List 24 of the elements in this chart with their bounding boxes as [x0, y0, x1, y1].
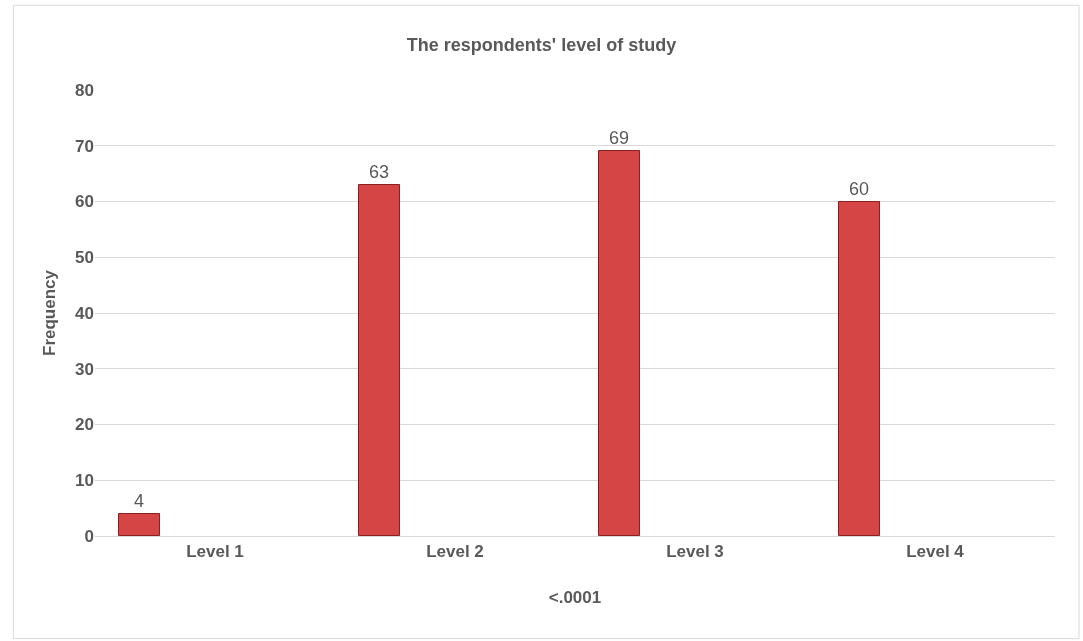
- y-tick-label: 80: [75, 80, 94, 100]
- x-tick-label: Level 3: [666, 542, 724, 562]
- bar: [118, 513, 160, 536]
- y-tick-label: 60: [75, 192, 94, 212]
- chart-title: The respondents' level of study: [406, 35, 677, 56]
- data-label: 4: [133, 490, 145, 511]
- bar: [358, 184, 400, 536]
- x-tick-label: Level 2: [426, 542, 484, 562]
- y-tick-label: 70: [75, 136, 94, 156]
- x-tick-label: Level 4: [906, 542, 965, 562]
- x-tick-label: Level 1: [186, 542, 244, 562]
- x-axis-title: <.0001: [548, 587, 602, 607]
- y-tick-label: 10: [75, 471, 94, 491]
- y-tick-label: 40: [75, 303, 94, 323]
- data-label: 69: [608, 127, 630, 148]
- data-label: 63: [368, 161, 390, 182]
- y-tick-label: 30: [75, 359, 94, 379]
- data-label: 60: [848, 178, 870, 199]
- y-axis-title: Frequency: [39, 269, 59, 356]
- y-tick-label: 0: [84, 526, 94, 546]
- bar: [838, 201, 880, 536]
- bar: [598, 150, 640, 536]
- y-tick-label: 20: [75, 415, 94, 435]
- y-tick-label: 50: [75, 248, 94, 268]
